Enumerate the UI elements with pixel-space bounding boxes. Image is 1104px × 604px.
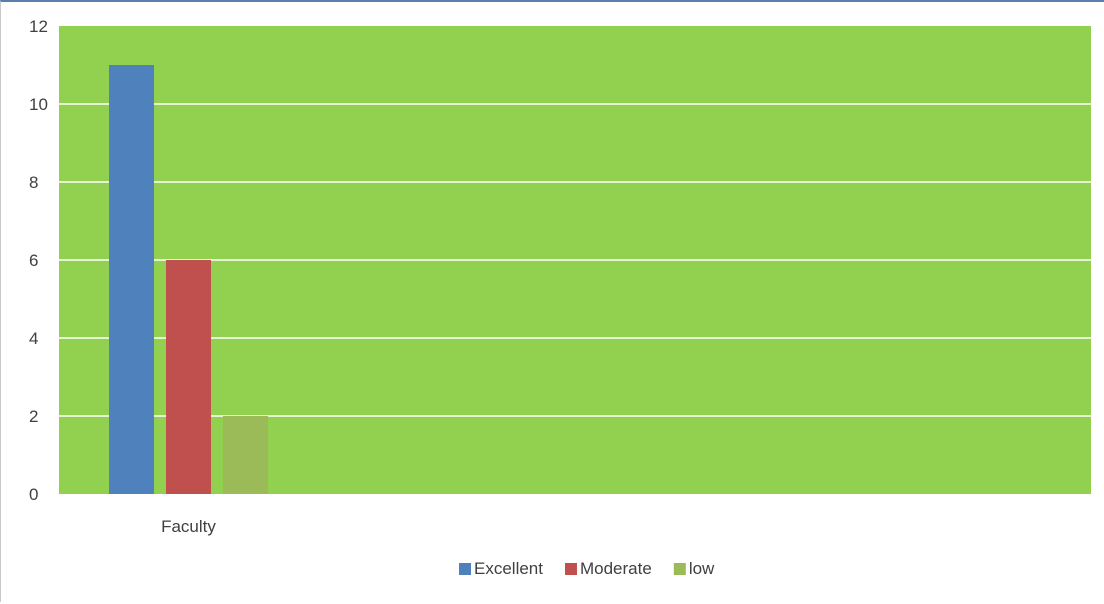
legend-label-low: low [689,559,715,578]
legend-swatch-moderate [564,563,577,575]
y-tick-label: 6 [29,251,38,270]
y-tick-label: 4 [29,329,38,348]
legend-swatch-excellent [459,563,471,575]
x-category-label: Faculty [161,517,216,536]
y-tick-label: 12 [29,17,48,36]
bar-moderate [166,260,211,494]
legend-label-excellent: Excellent [474,559,543,578]
bars [109,65,268,494]
y-axis-ticks: 0 2 4 6 8 10 12 [29,17,48,504]
y-tick-label: 2 [29,407,38,426]
legend-swatch-low [673,563,686,575]
y-tick-label: 8 [29,173,38,192]
legend-label-moderate: Moderate [580,559,652,578]
bar-low [223,416,268,494]
bar-excellent [109,65,154,494]
y-tick-label: 10 [29,95,48,114]
x-axis-categories: Faculty [161,517,216,536]
legend: Excellent Moderate low [459,559,715,578]
y-tick-label: 0 [29,485,38,504]
